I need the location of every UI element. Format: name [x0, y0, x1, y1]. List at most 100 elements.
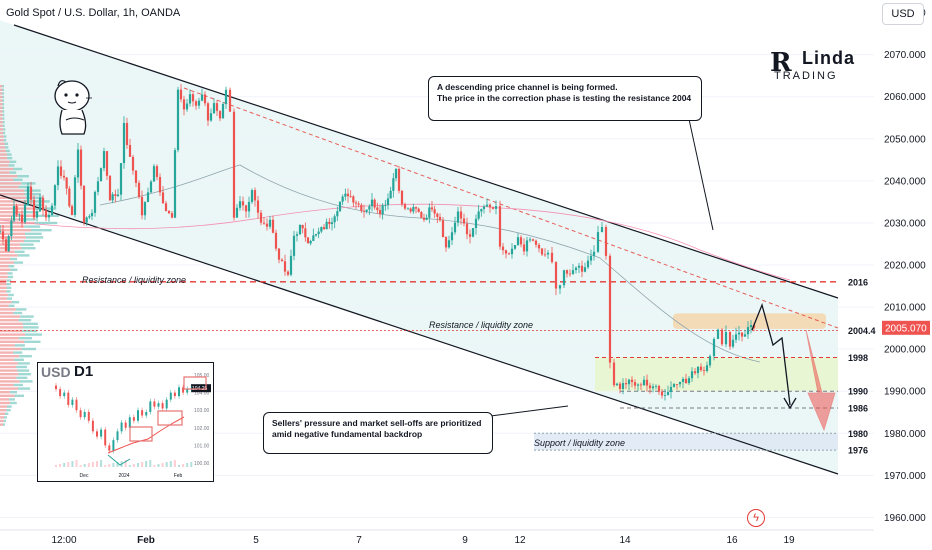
candle — [304, 228, 307, 238]
candle — [10, 220, 13, 237]
candle — [35, 211, 39, 218]
candle — [158, 177, 162, 193]
candle — [203, 94, 207, 104]
currency-button[interactable]: USD — [882, 3, 924, 25]
candle — [608, 255, 612, 363]
last-price-tag — [882, 320, 930, 335]
candle — [465, 223, 469, 235]
volume-profile-bar — [0, 135, 4, 138]
volume-profile-bar — [13, 261, 24, 264]
inset-volume-bar — [132, 464, 135, 467]
projection-path — [751, 302, 791, 406]
moving-average-slow — [0, 203, 791, 281]
candle — [194, 101, 198, 106]
candle — [90, 212, 94, 217]
volume-profile-bar — [0, 405, 8, 408]
candle — [146, 192, 150, 203]
chart-title: Gold Spot / U.S. Dollar, 1h, OANDA — [6, 7, 181, 19]
candle — [574, 267, 578, 271]
inset-last-tag — [191, 384, 211, 393]
y-tick-label: 1990.000 — [884, 387, 926, 398]
candle — [687, 378, 691, 384]
volume-profile-bar — [0, 409, 7, 412]
candle — [482, 206, 486, 209]
candle — [471, 228, 475, 237]
candle — [444, 237, 448, 248]
candle — [56, 166, 60, 186]
inset-candle — [141, 410, 144, 416]
volume-profile-bar — [0, 347, 22, 351]
inset-candle — [63, 392, 66, 397]
candle — [498, 206, 502, 247]
candle — [669, 386, 673, 392]
volume-profile-bar — [6, 279, 12, 282]
candle — [474, 218, 478, 229]
inset-candle — [87, 411, 90, 421]
volume-profile-bar — [0, 355, 20, 358]
volume-profile-bar — [0, 337, 20, 340]
y-tick-label: 2000.000 — [884, 345, 926, 356]
inset-volume-bar — [116, 462, 119, 467]
mascot-icon — [54, 80, 92, 135]
volume-profile-bar — [2, 124, 5, 127]
volume-profile-bar — [2, 95, 5, 99]
candle — [47, 215, 51, 218]
volume-profile-bar — [10, 401, 17, 405]
inset-symbol: USD — [41, 364, 71, 380]
volume-profile-bar — [0, 229, 31, 232]
volume-profile-bar — [0, 164, 9, 167]
inset-volume-bar — [137, 463, 139, 467]
candle — [510, 248, 514, 255]
flash-icon[interactable]: ϟ — [747, 509, 765, 527]
candle — [420, 212, 423, 218]
candle — [648, 385, 652, 389]
volume-profile-bar — [0, 92, 3, 95]
candle — [128, 144, 132, 157]
candle — [586, 260, 590, 268]
candle — [82, 185, 86, 223]
volume-profile-bar — [13, 167, 23, 171]
candle — [314, 234, 318, 236]
zones — [534, 313, 838, 451]
candle — [368, 206, 371, 210]
inset-x-label: Dec — [80, 473, 89, 479]
volume-profile-bar — [0, 103, 3, 106]
inset-candle — [182, 387, 185, 393]
volume-profile-bar — [0, 340, 25, 343]
inset-candle — [79, 410, 82, 418]
candle — [164, 203, 168, 211]
volume-profile-bar — [0, 383, 14, 387]
candle — [111, 194, 114, 201]
volume-profile-bar — [18, 319, 32, 322]
candle — [134, 170, 138, 183]
candle — [740, 332, 744, 337]
volume-profile-bar — [0, 211, 24, 214]
level-label-1976: 1976 — [848, 446, 868, 456]
candle — [23, 204, 27, 223]
candle — [191, 94, 195, 102]
volume-profile-bar — [0, 380, 20, 383]
candle — [131, 156, 135, 171]
volume-profile-bar — [0, 189, 25, 192]
candle — [346, 193, 350, 197]
candle — [209, 113, 213, 121]
volume-profile-bar — [0, 124, 3, 127]
candle — [441, 220, 445, 238]
inset-volume-bar — [128, 465, 131, 467]
volume-profile-bar — [21, 218, 36, 221]
candle — [702, 370, 706, 371]
candle — [731, 339, 735, 347]
inset-path — [107, 454, 131, 466]
candle — [663, 395, 667, 396]
volume-profile-bar — [0, 121, 3, 124]
candle — [639, 384, 643, 386]
candle — [690, 371, 694, 379]
candle — [330, 222, 334, 225]
candle — [618, 383, 622, 390]
candle — [491, 207, 495, 209]
brand-sub: TRADING — [774, 70, 838, 82]
candle — [592, 251, 596, 256]
candle — [693, 371, 697, 374]
note-bottom: Sellers' pressure and market sell-offs a… — [263, 412, 493, 454]
volume-profile-bar — [2, 121, 5, 124]
